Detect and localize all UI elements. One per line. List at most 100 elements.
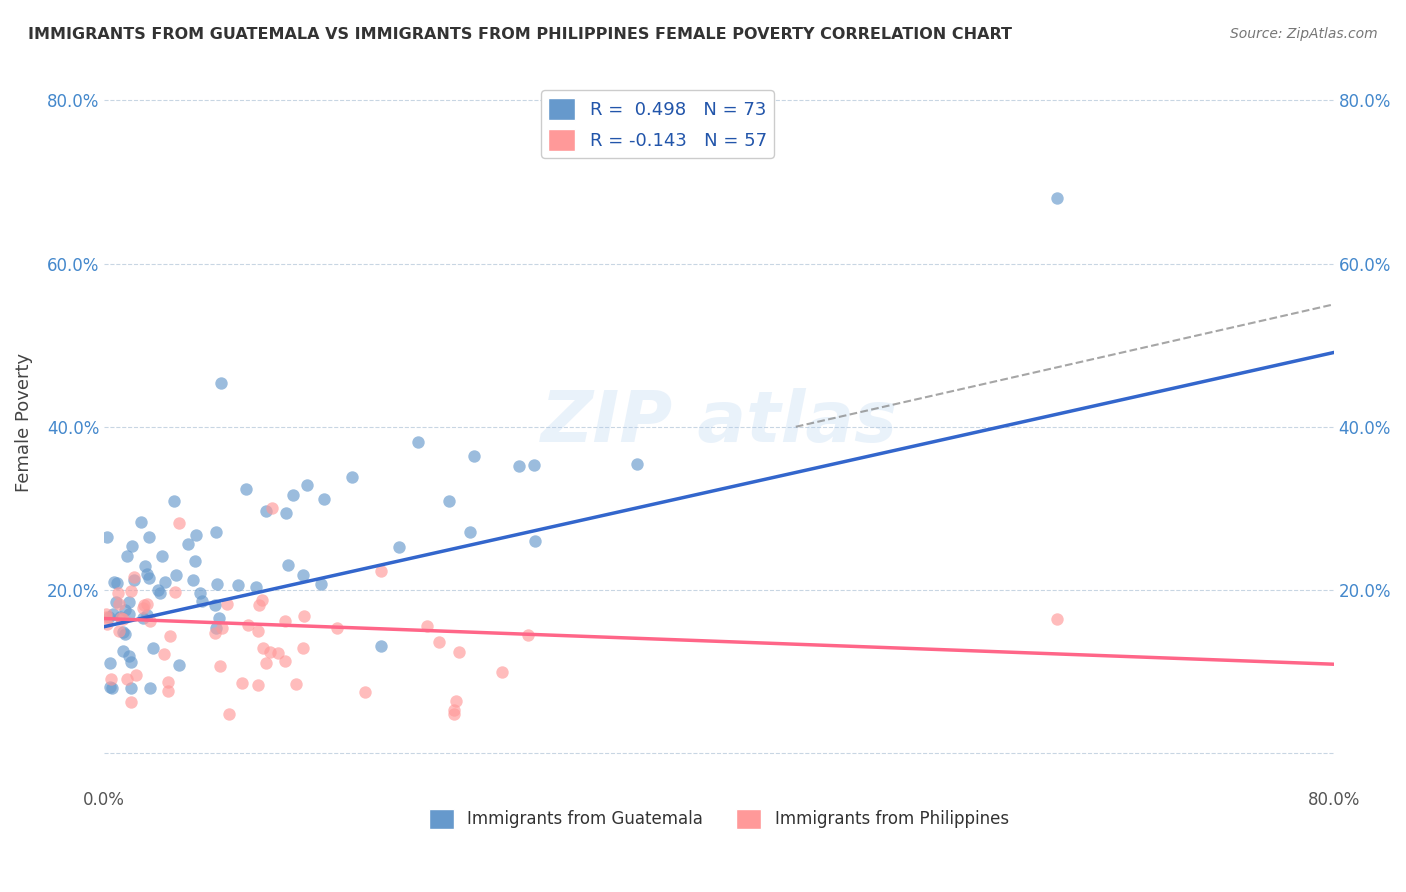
Point bbox=[236, 617, 259, 632]
Point bbox=[98, 657, 121, 671]
Point bbox=[157, 683, 180, 698]
Point bbox=[152, 647, 174, 661]
Point bbox=[284, 677, 307, 691]
Point bbox=[1046, 611, 1069, 625]
Point bbox=[135, 597, 157, 611]
Point bbox=[215, 597, 238, 611]
Point bbox=[204, 599, 226, 613]
Point bbox=[247, 624, 270, 638]
Legend: Immigrants from Guatemala, Immigrants from Philippines: Immigrants from Guatemala, Immigrants fr… bbox=[422, 802, 1015, 836]
Point bbox=[96, 617, 118, 632]
Point bbox=[107, 597, 129, 611]
Point bbox=[103, 575, 125, 590]
Point bbox=[254, 504, 277, 518]
Point bbox=[120, 681, 142, 695]
Point bbox=[159, 629, 181, 643]
Point bbox=[114, 627, 136, 641]
Point bbox=[107, 586, 129, 600]
Point bbox=[443, 707, 465, 722]
Point bbox=[135, 608, 157, 623]
Point bbox=[205, 621, 228, 635]
Point bbox=[118, 595, 141, 609]
Point bbox=[294, 609, 316, 624]
Point bbox=[292, 568, 315, 582]
Point bbox=[447, 644, 470, 658]
Point bbox=[105, 576, 128, 591]
Point bbox=[149, 586, 172, 600]
Point bbox=[326, 621, 349, 635]
Point bbox=[292, 640, 315, 655]
Point bbox=[104, 595, 127, 609]
Point bbox=[169, 516, 191, 530]
Text: ZIP atlas: ZIP atlas bbox=[540, 388, 897, 458]
Point bbox=[142, 640, 165, 655]
Point bbox=[122, 573, 145, 587]
Point bbox=[388, 540, 411, 554]
Point bbox=[209, 376, 232, 390]
Point bbox=[181, 573, 204, 587]
Point bbox=[626, 457, 648, 471]
Point bbox=[274, 614, 297, 628]
Point bbox=[125, 667, 148, 681]
Point bbox=[245, 581, 267, 595]
Point bbox=[120, 695, 142, 709]
Point bbox=[297, 478, 319, 492]
Point bbox=[122, 569, 145, 583]
Point bbox=[437, 494, 460, 508]
Point bbox=[517, 628, 540, 642]
Point bbox=[218, 706, 240, 721]
Point bbox=[444, 694, 467, 708]
Point bbox=[370, 564, 392, 578]
Point bbox=[260, 501, 283, 516]
Point bbox=[96, 530, 118, 544]
Point bbox=[205, 524, 228, 539]
Point bbox=[98, 680, 121, 694]
Point bbox=[235, 482, 257, 496]
Point bbox=[148, 582, 170, 597]
Point bbox=[110, 610, 132, 624]
Y-axis label: Female Poverty: Female Poverty bbox=[15, 353, 32, 492]
Point bbox=[138, 571, 160, 585]
Point bbox=[508, 459, 530, 474]
Point bbox=[132, 601, 155, 615]
Point bbox=[101, 607, 124, 621]
Point bbox=[207, 577, 229, 591]
Point bbox=[167, 657, 190, 672]
Point bbox=[115, 549, 138, 563]
Point bbox=[247, 599, 270, 613]
Point bbox=[370, 639, 392, 653]
Point bbox=[256, 656, 278, 670]
Point bbox=[121, 539, 143, 553]
Point bbox=[165, 568, 187, 582]
Point bbox=[443, 703, 465, 717]
Point bbox=[94, 607, 117, 622]
Point bbox=[183, 554, 205, 568]
Point bbox=[190, 586, 212, 600]
Point bbox=[276, 506, 298, 520]
Point bbox=[209, 658, 232, 673]
Point bbox=[458, 524, 481, 539]
Point bbox=[153, 575, 176, 590]
Point bbox=[94, 609, 117, 624]
Point bbox=[252, 640, 274, 655]
Point bbox=[100, 673, 122, 687]
Point bbox=[309, 577, 332, 591]
Point bbox=[415, 619, 437, 633]
Point bbox=[177, 537, 200, 551]
Point bbox=[135, 566, 157, 581]
Point bbox=[118, 607, 141, 621]
Point bbox=[267, 646, 290, 660]
Point bbox=[110, 610, 132, 624]
Point bbox=[273, 654, 295, 668]
Point bbox=[523, 534, 546, 549]
Point bbox=[247, 677, 270, 691]
Point bbox=[118, 649, 141, 664]
Point bbox=[190, 594, 212, 608]
Point bbox=[111, 644, 134, 658]
Point bbox=[208, 611, 231, 625]
Point bbox=[111, 624, 134, 639]
Point bbox=[184, 528, 207, 542]
Point bbox=[138, 530, 160, 544]
Point bbox=[231, 676, 253, 690]
Point bbox=[283, 488, 305, 502]
